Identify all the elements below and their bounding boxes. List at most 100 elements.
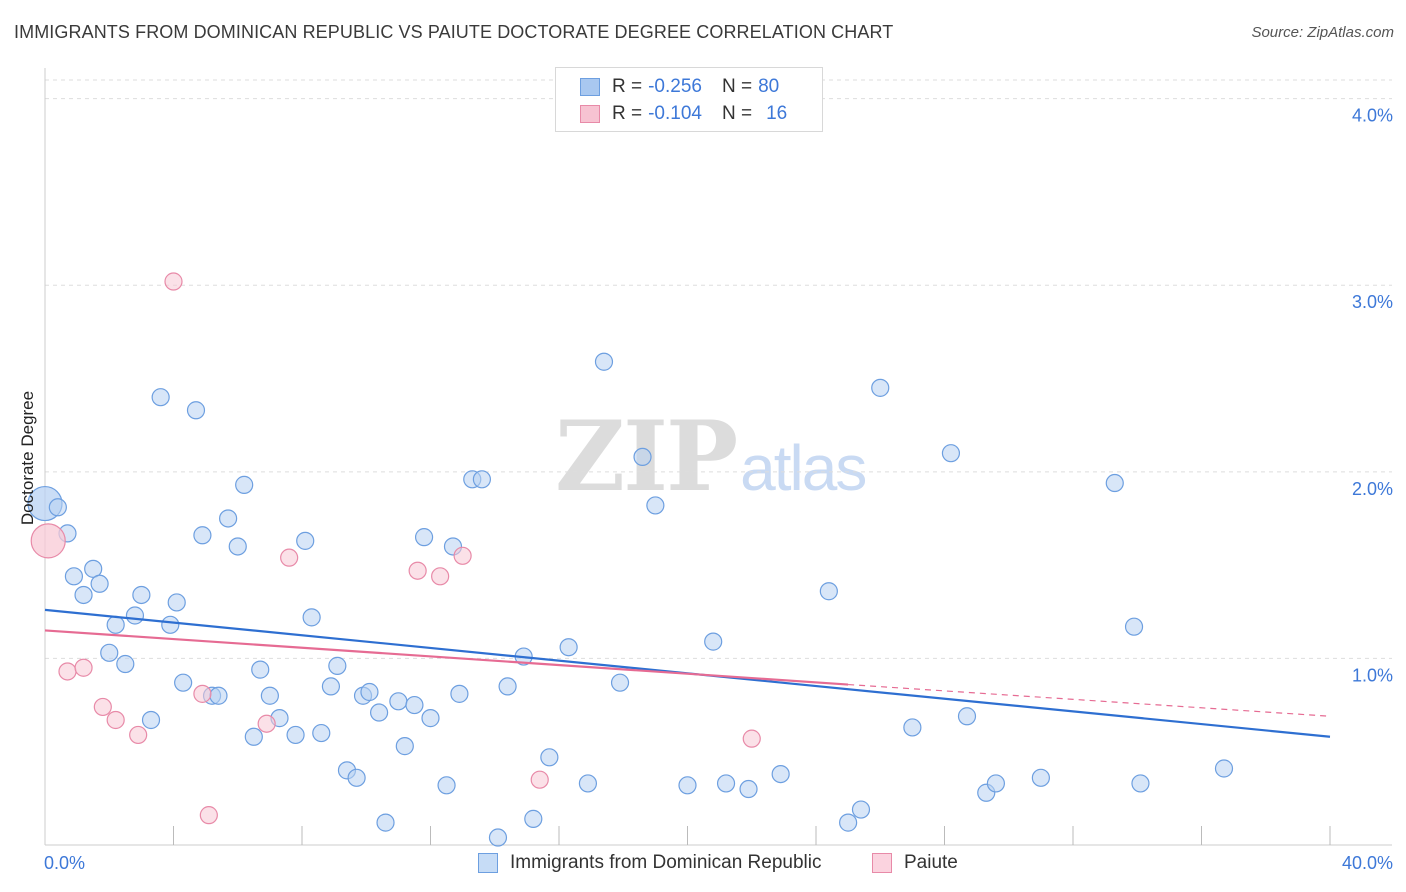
- source-label: Source: ZipAtlas.com: [1251, 24, 1394, 41]
- legend-n-label: N =: [721, 76, 753, 97]
- dominican-point: [414, 528, 434, 547]
- dominican-point: [286, 725, 305, 745]
- dominican-point: [376, 813, 395, 832]
- dominican-point: [48, 498, 67, 517]
- paiute-point: [164, 272, 183, 291]
- paiute-point: [530, 770, 549, 789]
- dominican-point: [389, 692, 408, 711]
- dominican-point: [167, 593, 186, 612]
- legend-n-value: 80: [758, 76, 780, 97]
- legend-row-dominican: R = -0.256 N = 80: [580, 74, 779, 100]
- series-legend-label: Paiute: [904, 852, 958, 873]
- dominican-point: [488, 828, 508, 847]
- dominican-point: [395, 737, 414, 756]
- series-legend: Immigrants from Dominican Republic Paiut…: [0, 852, 1406, 878]
- dominican-point: [235, 475, 254, 494]
- y-tick-label: 1.0%: [1352, 665, 1393, 685]
- dominican-point: [151, 388, 170, 407]
- dominican-point: [871, 378, 890, 397]
- dominican-point: [903, 718, 922, 737]
- dominican-point: [100, 643, 119, 662]
- dominican-point: [219, 509, 238, 528]
- dominican-point: [716, 774, 736, 793]
- chart-title: IMMIGRANTS FROM DOMINICAN REPUBLIC VS PA…: [14, 22, 894, 42]
- dominican-point: [106, 615, 125, 634]
- paiute-point: [30, 523, 66, 559]
- dominican-point: [251, 660, 270, 679]
- dominican-point: [839, 813, 858, 832]
- paiute-point: [453, 546, 472, 565]
- paiute-point: [431, 567, 450, 586]
- legend-swatch-pink: [580, 105, 600, 123]
- paiute-point: [193, 684, 212, 703]
- dominican-point: [90, 574, 109, 593]
- dominican-point: [161, 615, 180, 634]
- dominican-point: [321, 677, 341, 696]
- series-legend-paiute: Paiute: [872, 852, 958, 874]
- dominican-point: [578, 774, 598, 793]
- paiute-point: [408, 561, 427, 580]
- dominican-point: [851, 800, 871, 819]
- dominican-point: [610, 673, 630, 692]
- dominican-point: [328, 656, 347, 675]
- dominican-point: [296, 531, 315, 550]
- dominican-point: [141, 710, 161, 730]
- dominican-point: [1105, 473, 1124, 493]
- dominican-point: [450, 684, 469, 703]
- dominican-point: [739, 779, 758, 799]
- dominican-point: [678, 776, 697, 795]
- dominican-point: [228, 537, 247, 556]
- paiute-point: [199, 806, 218, 825]
- dominican-point: [559, 638, 578, 657]
- dominican-point: [941, 444, 961, 463]
- dominican-point: [312, 723, 331, 743]
- paiute-point: [58, 662, 77, 681]
- paiute-point: [129, 725, 148, 745]
- dominican-point: [594, 352, 614, 371]
- dominican-point: [1124, 617, 1144, 636]
- correlation-legend: R = -0.256 N = 80 R = -0.104 N = 16: [555, 67, 823, 132]
- dominican-point: [1131, 774, 1150, 793]
- x-tick-label: 40.0%: [1342, 853, 1393, 873]
- series-legend-label: Immigrants from Dominican Republic: [510, 852, 822, 873]
- legend-row-paiute: R = -0.104 N = 16: [580, 101, 787, 127]
- paiute-point: [280, 548, 299, 567]
- dominican-point: [986, 774, 1006, 793]
- legend-n-value: 16: [766, 103, 788, 124]
- paiute-trend-line: [44, 629, 849, 686]
- dominican-point: [209, 686, 228, 705]
- paiute-point: [257, 714, 276, 733]
- dominican-point: [957, 707, 977, 726]
- series-legend-dominican: Immigrants from Dominican Republic: [478, 852, 822, 874]
- dominican-point: [64, 567, 84, 586]
- zipatlas-watermark: ZIPatlas: [555, 400, 867, 513]
- dominican-point: [472, 470, 491, 489]
- dominican-point: [633, 447, 652, 467]
- y-tick-label: 2.0%: [1352, 479, 1393, 499]
- dominican-point: [360, 682, 379, 702]
- dominican-point: [186, 401, 206, 420]
- dominican-point: [405, 695, 424, 715]
- dominican-point: [421, 709, 440, 728]
- dominican-point: [125, 606, 145, 625]
- legend-r-value: -0.256: [648, 76, 702, 97]
- legend-swatch-blue: [580, 78, 600, 96]
- dominican-point: [370, 703, 389, 722]
- dominican-point: [437, 776, 456, 795]
- paiute-point: [74, 658, 93, 677]
- dominican-point: [116, 654, 135, 674]
- dominican-point: [74, 585, 93, 605]
- legend-r-value: -0.104: [648, 103, 702, 124]
- dominican-point: [1214, 759, 1234, 778]
- paiute-point: [742, 729, 761, 748]
- dominican-point: [498, 677, 517, 696]
- paiute-point: [106, 710, 125, 730]
- dominican-point: [244, 727, 263, 746]
- dominican-point: [347, 768, 366, 787]
- dominican-point: [1031, 768, 1050, 787]
- dominican-point: [771, 764, 790, 784]
- series-swatch-pink: [872, 853, 892, 873]
- dominican-point: [174, 673, 193, 692]
- watermark-atlas: atlas: [740, 432, 867, 504]
